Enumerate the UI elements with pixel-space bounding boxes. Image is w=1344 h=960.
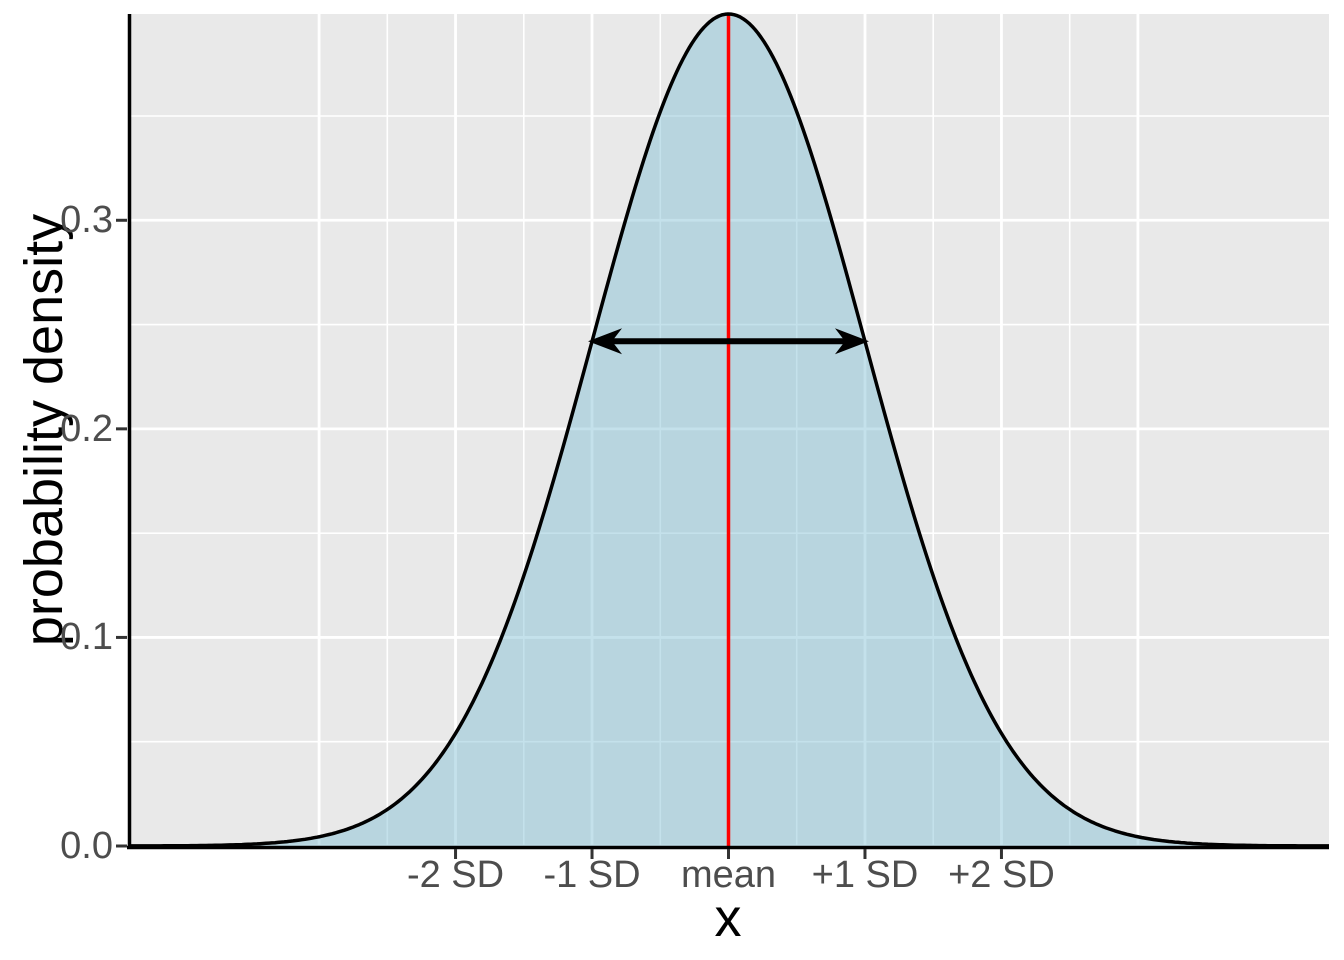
x-tick-label-minus-1sd: -1 SD	[543, 854, 641, 896]
y-tick-label-2: 0.2	[60, 407, 113, 450]
y-tick-label-1: 0.1	[60, 616, 113, 659]
y-tick-label-3: 0.3	[60, 199, 113, 242]
sd-arrow-head-right	[834, 328, 869, 355]
x-tick-label-mean: mean	[680, 854, 777, 896]
x-tick-label-plus-2sd: +2 SD	[948, 854, 1055, 896]
y-tick-label-0: 0.0	[60, 825, 113, 867]
sd-arrow-head-left	[588, 328, 623, 355]
density-curve	[128, 12, 1330, 848]
x-tick-label-minus-2sd: -2 SD	[406, 854, 505, 896]
x-axis-title: x	[714, 888, 742, 948]
x-tick-label-plus-1sd: +1 SD	[811, 854, 919, 896]
